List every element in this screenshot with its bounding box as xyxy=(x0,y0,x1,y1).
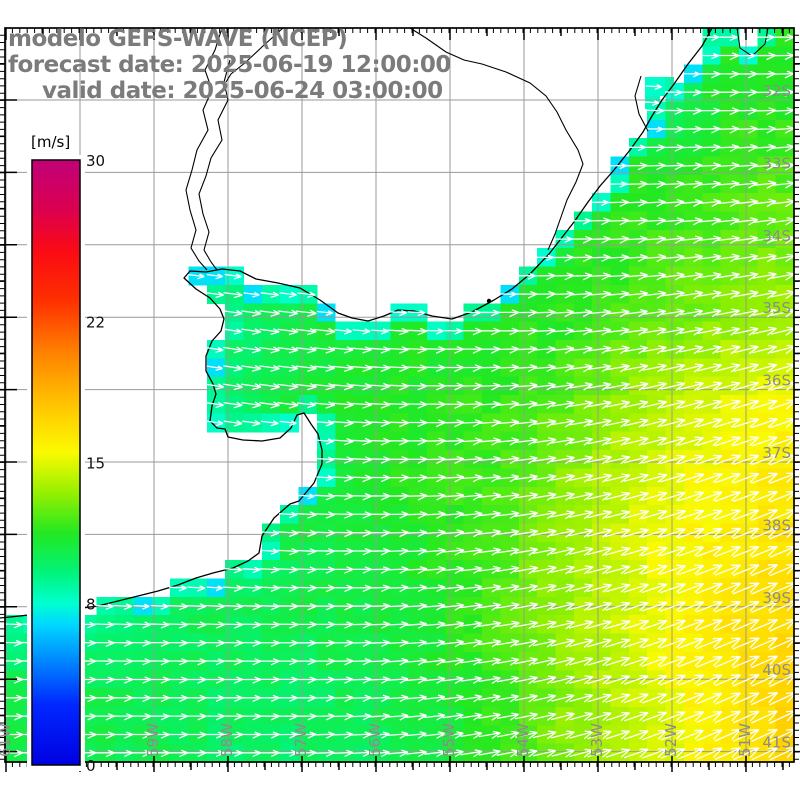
colorbar-unit-label: [m/s] xyxy=(31,133,71,151)
lat-label: 37S xyxy=(762,444,791,462)
river-line xyxy=(225,27,284,83)
model-title: modelo GEFS-WAVE (NCEP) xyxy=(8,26,348,52)
lon-label: 56W xyxy=(366,723,384,757)
lat-label: 41S xyxy=(762,734,791,752)
river-line xyxy=(185,27,223,271)
river-line xyxy=(409,27,584,251)
lat-label: 38S xyxy=(762,516,791,534)
lon-label: 61W xyxy=(0,723,14,757)
colorbar-tick-label: 30 xyxy=(86,152,105,170)
wind-arrows xyxy=(2,33,797,761)
colorbar-tick-label: 8 xyxy=(86,596,96,614)
lat-label: 33S xyxy=(762,154,791,172)
wind-field-cells xyxy=(5,28,795,763)
grid-lines xyxy=(5,28,794,762)
river-line xyxy=(198,59,231,271)
colorbar: 30 22 15 8 0 xyxy=(27,152,105,775)
lat-label: 34S xyxy=(762,227,791,245)
lon-label: 55W xyxy=(440,723,458,757)
lat-label: 36S xyxy=(762,372,791,390)
lat-label: 39S xyxy=(762,589,791,607)
colorbar-tick-label: 15 xyxy=(86,455,105,473)
lat-label: 40S xyxy=(762,661,791,679)
valid-date: valid date: 2025-06-24 03:00:00 xyxy=(42,78,443,104)
lon-label: 51W xyxy=(736,723,754,757)
river-line xyxy=(634,75,649,132)
lon-labels: 61W60W59W58W57W56W55W54W53W52W51W xyxy=(0,723,754,757)
coastline xyxy=(0,27,769,619)
lon-label: 58W xyxy=(218,723,236,757)
lat-label: 32S xyxy=(762,82,791,100)
lon-label: 53W xyxy=(588,723,606,757)
colorbar-tick-label: 22 xyxy=(86,313,105,331)
lon-label: 54W xyxy=(514,723,532,757)
colorbar-tick-label: 0 xyxy=(86,757,96,775)
lon-label: 57W xyxy=(292,723,310,757)
major-ticks xyxy=(0,28,800,772)
colorbar-gradient xyxy=(31,159,81,766)
lat-labels: 32S 33S 34S 35S 36S 37S 38S 39S 40S 41S xyxy=(762,82,791,752)
forecast-date: forecast date: 2025-06-19 12:00:00 xyxy=(8,52,451,78)
lon-label: 52W xyxy=(662,723,680,757)
lat-label: 35S xyxy=(762,299,791,317)
island-marker xyxy=(486,298,492,304)
map-frame xyxy=(4,27,795,763)
lon-label: 59W xyxy=(144,723,162,757)
